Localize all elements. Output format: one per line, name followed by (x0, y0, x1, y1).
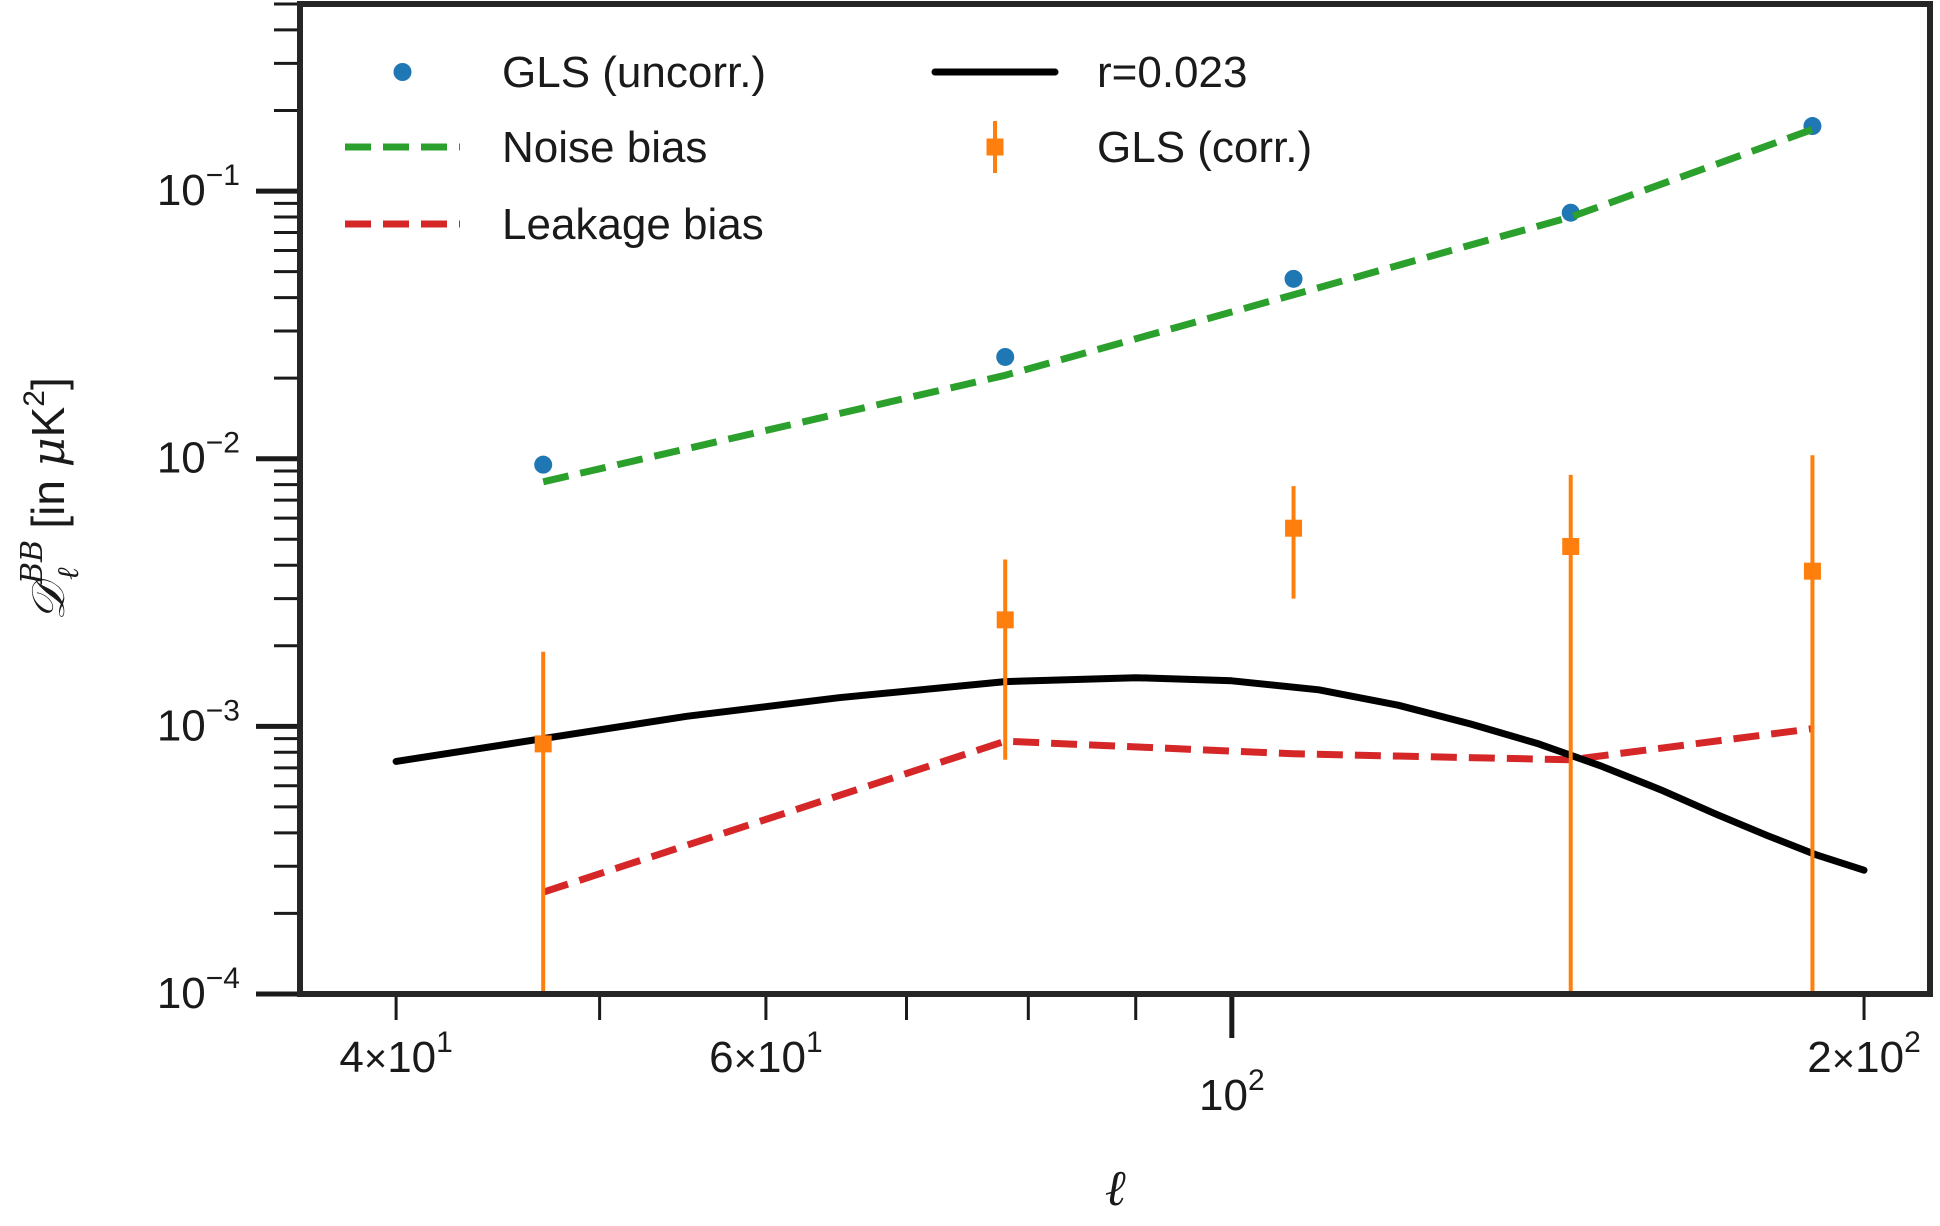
minor-ticks (256, 2, 1866, 1038)
y-tick-exponent: −4 (206, 962, 240, 995)
legend-marker-gls-corr (986, 138, 1004, 156)
x-tick-base: 10 (387, 1033, 436, 1082)
y-tick-label: 10−2 (157, 427, 240, 483)
x-tick-mantissa: 2 (1807, 1033, 1831, 1082)
legend-label-r-0-023: r=0.023 (1097, 48, 1247, 97)
legend-label-noise-bias: Noise bias (502, 123, 707, 172)
y-label-bracket-open: [in (22, 467, 74, 541)
x-tick-label: 4×101 (339, 1026, 452, 1082)
y-tick-exponent: −1 (206, 159, 240, 192)
y-tick-base: 10 (157, 434, 206, 483)
series-point-gls-corr (1562, 537, 1580, 555)
x-tick-times: × (1832, 1037, 1855, 1081)
series-point-gls-uncorr (1284, 269, 1303, 288)
y-label-subscript: ℓ (51, 567, 86, 580)
plot-frame (297, 1, 1933, 997)
x-tick-base: 10 (757, 1033, 806, 1082)
legend-label-gls-corr: GLS (corr.) (1097, 123, 1312, 172)
y-label-mu: μ (21, 437, 75, 467)
x-tick-mantissa: 4 (339, 1033, 363, 1082)
x-tick-times: × (364, 1037, 387, 1081)
y-tick-base: 10 (157, 166, 206, 215)
y-label-unit-exponent: 2 (18, 390, 51, 407)
x-tick-exponent: 2 (1904, 1026, 1921, 1059)
x-tick-base: 10 (1199, 1071, 1248, 1120)
series-layer (392, 117, 1868, 994)
series-point-gls-corr (996, 611, 1014, 629)
y-axis-label: 𝒟BBℓ [in μK2] (15, 377, 86, 621)
x-tick-exponent: 1 (806, 1026, 823, 1059)
legend-marker-gls-uncorr (393, 63, 412, 81)
x-tick-label: 6×101 (709, 1026, 822, 1082)
x-axis-label: ℓ (1105, 1159, 1126, 1217)
x-tick-label: 2×102 (1807, 1026, 1920, 1082)
x-tick-label: 102 (1199, 1064, 1265, 1120)
x-tick-exponent: 2 (1248, 1064, 1265, 1097)
y-tick-exponent: −2 (206, 427, 240, 460)
series-line-r-0-023 (392, 674, 1868, 874)
series-point-gls-corr (1285, 519, 1303, 537)
legend-label-gls-uncorr: GLS (uncorr.) (502, 48, 766, 97)
x-tick-exponent: 1 (436, 1026, 453, 1059)
x-tick-times: × (734, 1037, 757, 1081)
y-tick-label: 10−3 (157, 694, 240, 750)
y-label-superscript: BB (15, 540, 50, 585)
y-tick-base: 10 (157, 701, 206, 750)
legend: GLS (uncorr.) Noise bias Leakage bias r=0.0… (345, 48, 1312, 249)
series-point-gls-uncorr (996, 347, 1015, 366)
y-tick-label: 10−1 (157, 159, 240, 215)
plot-frame-rect (297, 1, 1933, 997)
series-point-gls-corr (1803, 562, 1821, 580)
series-point-gls-corr (534, 735, 552, 753)
y-tick-base: 10 (157, 969, 206, 1018)
series-line-leakage-bias (542, 725, 1813, 896)
y-label-bracket-close: ] (22, 377, 74, 390)
y-tick-label: 10−4 (157, 962, 240, 1018)
x-tick-base: 10 (1855, 1033, 1904, 1082)
y-label-unit: K (22, 406, 74, 437)
x-tick-mantissa: 6 (709, 1033, 733, 1082)
y-tick-exponent: −3 (206, 694, 240, 727)
series-line-noise-bias (542, 126, 1814, 486)
series-point-gls-uncorr (534, 455, 553, 474)
legend-label-leakage-bias: Leakage bias (502, 200, 764, 249)
